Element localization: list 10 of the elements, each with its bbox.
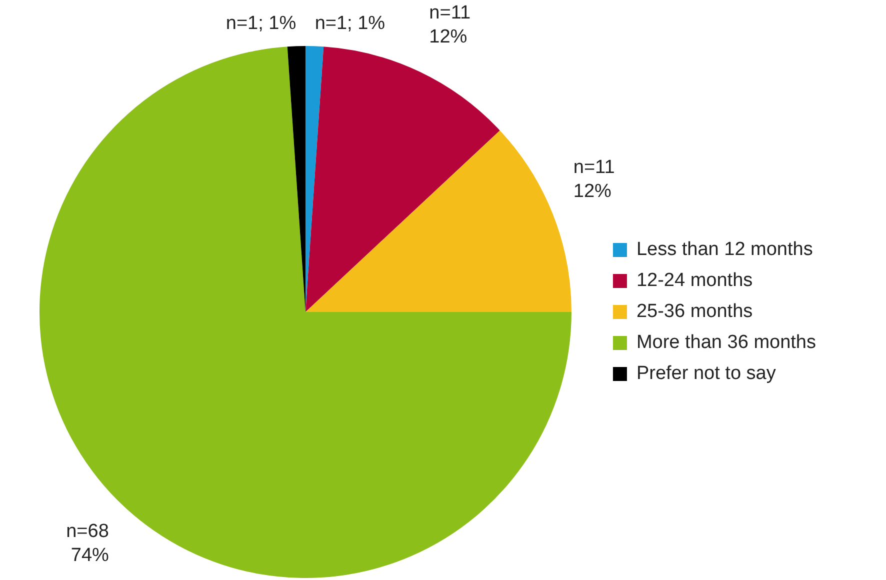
legend-label: Prefer not to say xyxy=(636,363,776,384)
data-label: n=1; 1% xyxy=(226,12,296,34)
legend-label: 12-24 months xyxy=(636,270,753,292)
legend-label: 25-36 months xyxy=(636,301,753,322)
data-label: n=11 12% xyxy=(573,157,615,202)
data-label: n=11 12% xyxy=(429,2,471,48)
legend-label: Less than 12 months xyxy=(636,239,813,260)
legend-label: More than 36 months xyxy=(636,332,816,354)
data-label: n=1; 1% xyxy=(314,12,386,34)
data-label: n=68 74% xyxy=(66,521,110,566)
